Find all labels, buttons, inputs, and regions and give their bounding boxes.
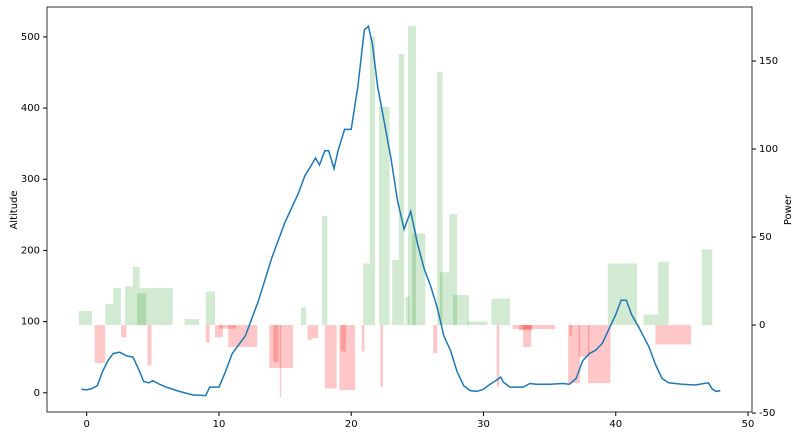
power-bar (205, 325, 210, 343)
power-bar (184, 319, 200, 326)
y-tick-label: 400 (21, 103, 40, 114)
power-bar (324, 325, 337, 389)
power-bar (273, 325, 279, 363)
power-bar (269, 325, 294, 368)
x-tick-label: 50 (742, 419, 755, 430)
power-bar (279, 325, 282, 398)
power-bar (105, 303, 114, 326)
power-bar (363, 263, 370, 326)
y2-tick-label: 150 (759, 56, 778, 67)
power-bar (392, 259, 399, 326)
x-tick-label: 0 (83, 419, 89, 430)
power-bar (453, 295, 469, 326)
y2-tick-label: -50 (759, 408, 775, 419)
power-bar (147, 325, 152, 366)
x-tick-label: 30 (477, 419, 490, 430)
y-tick-label: 0 (34, 388, 40, 399)
power-bar (205, 291, 215, 326)
y-tick-label: 100 (21, 317, 40, 328)
x-tick-label: 20 (345, 419, 358, 430)
power-bar (139, 288, 173, 326)
power-bar (491, 298, 510, 326)
y2-axis-label: Power (783, 194, 794, 225)
y-tick-label: 300 (21, 174, 40, 185)
power-bar (569, 325, 573, 336)
x-tick-label: 40 (609, 419, 622, 430)
power-bar (218, 325, 237, 329)
power-bar (408, 25, 417, 326)
y2-tick-label: 0 (759, 320, 765, 331)
power-bar (437, 71, 443, 326)
power-bar (369, 36, 376, 326)
power-bar (339, 325, 356, 391)
plot-frame (46, 6, 753, 413)
power-bar (467, 321, 488, 326)
power-bar (113, 288, 122, 326)
power-bar (380, 325, 383, 387)
power-bar (214, 325, 223, 338)
power-bar (311, 325, 319, 339)
power-bar (496, 325, 500, 387)
y-tick-label: 500 (21, 32, 40, 43)
power-bar (228, 325, 258, 348)
y-axis-label: Altitude (9, 190, 20, 229)
power-bar (322, 215, 328, 326)
power-bar (523, 325, 532, 348)
power-bar (658, 261, 669, 326)
power-bar (519, 325, 533, 331)
power-bar (701, 249, 713, 326)
power-bar (300, 307, 307, 326)
altitude-line (81, 24, 721, 397)
power-bar (439, 272, 450, 326)
power-bar (398, 53, 405, 326)
power-bar (307, 325, 312, 341)
power-bar (361, 325, 365, 352)
power-bar (449, 214, 458, 326)
power-bar (643, 314, 659, 326)
power-bar (94, 325, 106, 364)
y2-tick-label: 100 (759, 144, 778, 155)
power-bar (121, 325, 127, 338)
power-bar (340, 325, 346, 352)
power-bar (568, 325, 581, 384)
power-bar (512, 325, 555, 330)
power-bar (132, 266, 140, 326)
power-bar (78, 310, 92, 326)
power-bar (412, 233, 426, 326)
power-bar (405, 296, 410, 326)
power-bar (136, 293, 147, 326)
power-bar (378, 106, 390, 326)
power-bar (433, 325, 438, 354)
power-bar (578, 325, 590, 357)
y2-tick-label: 50 (759, 232, 772, 243)
power-bar (125, 286, 133, 326)
y-tick-label: 200 (21, 245, 40, 256)
x-tick-label: 10 (213, 419, 226, 430)
power-bar (655, 325, 692, 345)
